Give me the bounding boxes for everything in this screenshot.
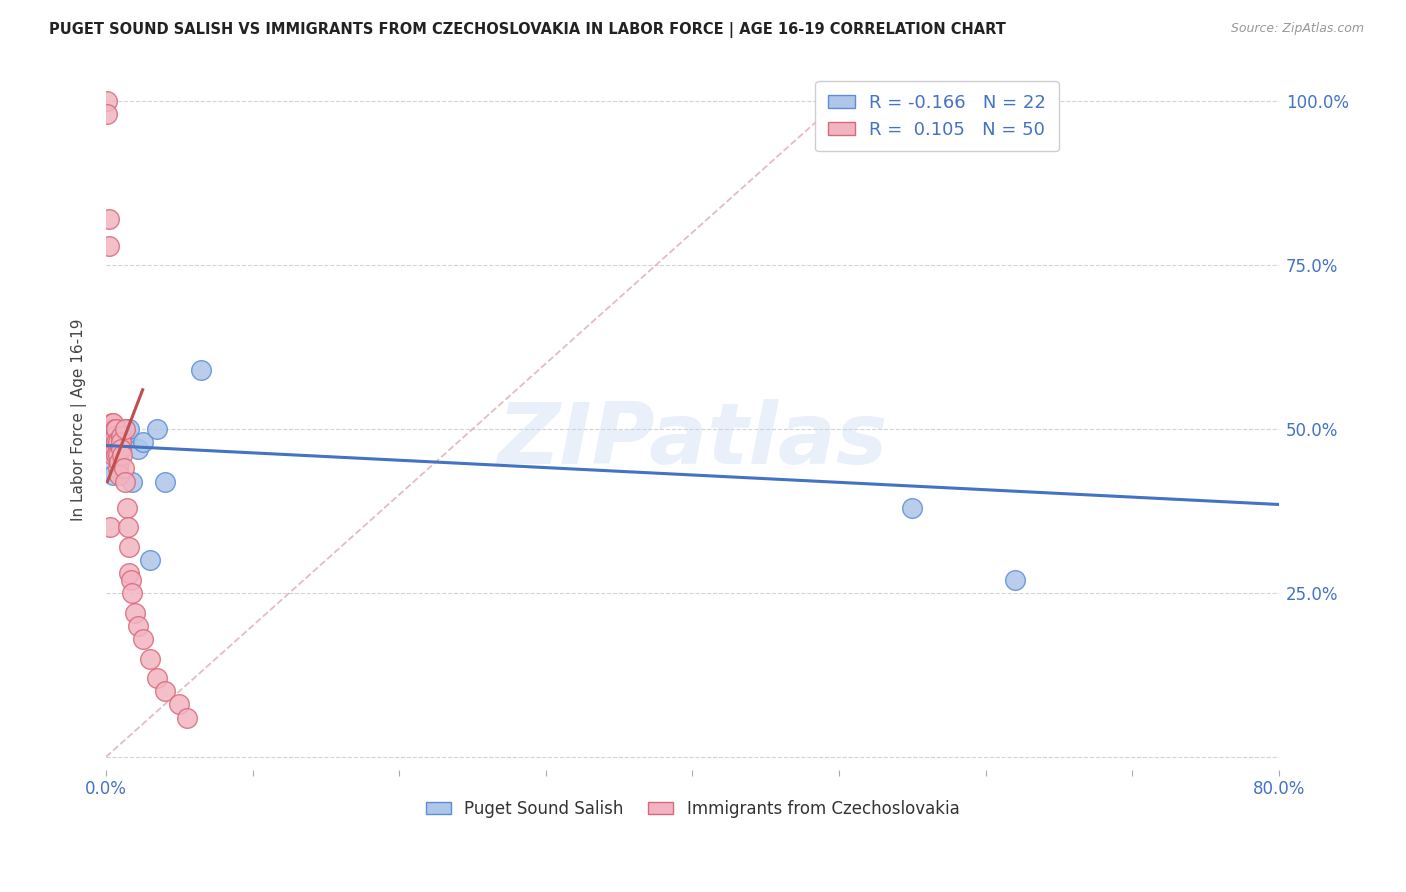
Point: [111, 448, 134, 462]
Point: [139, 553, 162, 567]
Point: [190, 363, 212, 377]
Point: [96, 107, 118, 121]
Point: [153, 684, 176, 698]
Y-axis label: In Labor Force | Age 16-19: In Labor Force | Age 16-19: [72, 318, 87, 521]
Point: [112, 461, 135, 475]
Point: [103, 435, 125, 450]
Point: [101, 422, 124, 436]
Point: [104, 422, 127, 436]
Point: [101, 442, 124, 456]
Point: [127, 619, 149, 633]
Point: [131, 435, 153, 450]
Point: [108, 422, 131, 436]
Point: [169, 698, 191, 712]
Point: [107, 442, 129, 456]
Point: [118, 540, 141, 554]
Point: [146, 671, 169, 685]
Point: [96, 95, 118, 109]
Point: [114, 422, 136, 436]
Legend: Puget Sound Salish, Immigrants from Czechoslovakia: Puget Sound Salish, Immigrants from Czec…: [419, 794, 966, 825]
Point: [1004, 573, 1026, 587]
Point: [115, 428, 138, 442]
Point: [121, 586, 143, 600]
Text: PUGET SOUND SALISH VS IMMIGRANTS FROM CZECHOSLOVAKIA IN LABOR FORCE | AGE 16-19 : PUGET SOUND SALISH VS IMMIGRANTS FROM CZ…: [49, 22, 1007, 38]
Point: [104, 422, 127, 436]
Point: [97, 238, 120, 252]
Point: [103, 467, 125, 482]
Point: [100, 435, 122, 450]
Point: [112, 422, 135, 436]
Point: [97, 422, 120, 436]
Point: [108, 455, 131, 469]
Point: [97, 212, 120, 227]
Point: [176, 710, 198, 724]
Point: [101, 416, 124, 430]
Point: [110, 435, 132, 450]
Point: [100, 422, 122, 436]
Point: [110, 428, 132, 442]
Point: [146, 422, 169, 436]
Point: [107, 448, 129, 462]
Point: [120, 573, 142, 587]
Point: [107, 435, 129, 450]
Point: [100, 442, 122, 456]
Point: [100, 520, 122, 534]
Point: [105, 422, 128, 436]
Point: [115, 500, 138, 515]
Point: [105, 428, 128, 442]
Point: [139, 651, 162, 665]
Point: [153, 475, 176, 489]
Point: [114, 475, 136, 489]
Point: [108, 467, 131, 482]
Point: [103, 428, 125, 442]
Point: [97, 442, 120, 456]
Point: [110, 435, 132, 450]
Point: [121, 475, 143, 489]
Point: [104, 428, 127, 442]
Point: [118, 422, 141, 436]
Point: [103, 435, 125, 450]
Point: [100, 428, 122, 442]
Point: [101, 435, 124, 450]
Point: [100, 461, 122, 475]
Point: [96, 422, 118, 436]
Point: [117, 520, 139, 534]
Point: [105, 448, 128, 462]
Point: [118, 566, 141, 581]
Point: [127, 442, 149, 456]
Point: [107, 461, 129, 475]
Point: [131, 632, 153, 646]
Text: ZIPatlas: ZIPatlas: [498, 399, 887, 482]
Point: [103, 416, 125, 430]
Point: [110, 442, 132, 456]
Point: [103, 448, 125, 462]
Point: [105, 435, 128, 450]
Point: [124, 606, 146, 620]
Point: [901, 500, 924, 515]
Point: [104, 442, 127, 456]
Text: Source: ZipAtlas.com: Source: ZipAtlas.com: [1230, 22, 1364, 36]
